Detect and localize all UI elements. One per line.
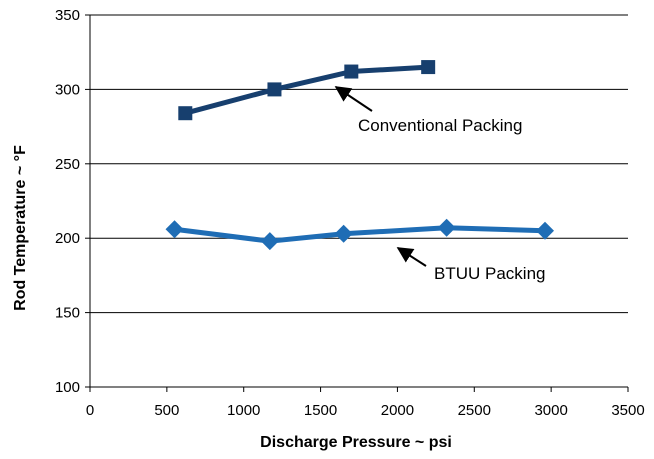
- annotations: Conventional Packing BTUU Packing: [334, 86, 545, 283]
- y-tick-labels: 100 150 200 250 300 350: [55, 7, 80, 396]
- data-point-s0-0: [178, 106, 193, 121]
- series-layer: [165, 60, 554, 251]
- x-tick-label-3500: 3500: [611, 402, 644, 419]
- y-tick-label-350: 350: [55, 7, 80, 24]
- y-tick-label-200: 200: [55, 230, 80, 247]
- x-tick-label-500: 500: [154, 402, 179, 419]
- y-axis-title: Rod Temperature ~ °F: [12, 145, 29, 311]
- annotation-label-0: Conventional Packing: [358, 116, 522, 135]
- data-point-s0-3: [421, 60, 436, 75]
- data-point-s0-2: [344, 64, 359, 79]
- x-tick-label-1000: 1000: [227, 402, 260, 419]
- y-tick-label-300: 300: [55, 81, 80, 98]
- x-tick-label-0: 0: [86, 402, 94, 419]
- data-point-s1-1: [260, 232, 279, 251]
- x-tick-label-1500: 1500: [304, 402, 337, 419]
- x-tick-label-2500: 2500: [458, 402, 491, 419]
- data-point-s1-2: [334, 224, 353, 243]
- annotation-arrow-0: [334, 86, 373, 112]
- series-line-0: [184, 64, 429, 116]
- grid-lines: [90, 14, 628, 314]
- y-tick-label-100: 100: [55, 379, 80, 396]
- annotation-label-1: BTUU Packing: [434, 264, 545, 283]
- x-tick-label-2000: 2000: [381, 402, 414, 419]
- data-point-s1-0: [165, 220, 184, 239]
- series-line-1: [174, 225, 546, 244]
- x-axis-title: Discharge Pressure ~ psi: [260, 434, 452, 451]
- data-point-s1-4: [535, 221, 554, 240]
- y-tick-label-250: 250: [55, 156, 80, 173]
- annotation-arrow-1: [396, 247, 427, 267]
- x-tick-label-3000: 3000: [534, 402, 567, 419]
- data-point-s1-3: [437, 218, 456, 237]
- axes: [85, 14, 629, 392]
- data-point-s0-1: [267, 82, 282, 97]
- y-tick-label-150: 150: [55, 305, 80, 322]
- x-tick-labels: 0 500 1000 1500 2000 2500 3000 3500: [86, 402, 645, 419]
